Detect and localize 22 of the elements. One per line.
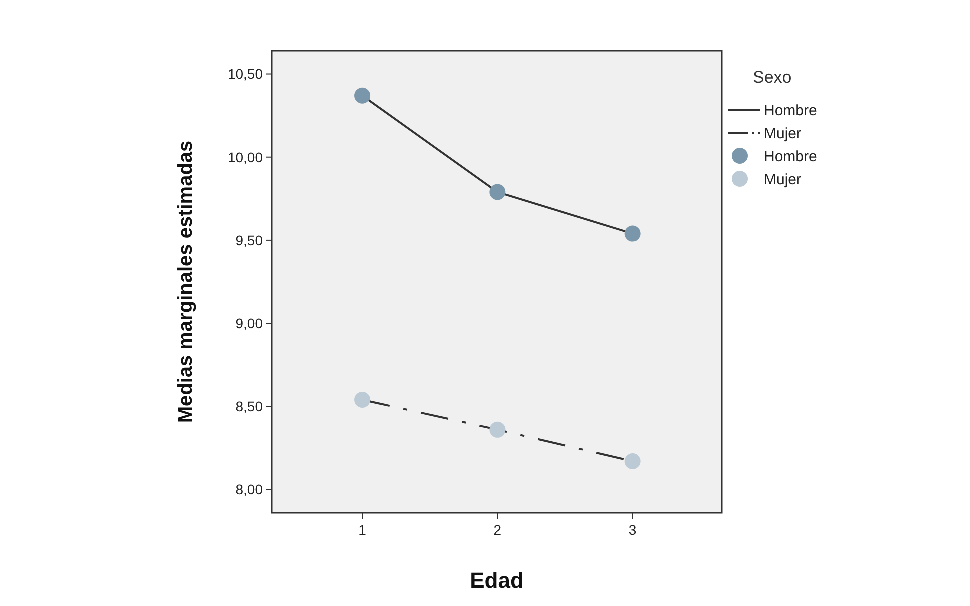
x-tick-label: 3 [628, 522, 637, 538]
x-tick-label: 2 [494, 522, 502, 538]
y-tick-label: 10,00 [228, 149, 264, 166]
point [490, 422, 506, 438]
y-tick-label: 10,50 [228, 66, 264, 82]
point [354, 392, 371, 408]
legend-label: Mujer [764, 125, 802, 142]
legend-title: Sexo [753, 68, 792, 87]
point [624, 226, 641, 242]
legend-label: Hombre [764, 102, 818, 120]
point [624, 453, 641, 470]
x-axis-title: Edad [470, 568, 524, 593]
y-axis-title: Medias marginales estimadas [175, 140, 197, 424]
y-tick-label: 9,50 [236, 232, 264, 248]
point [490, 184, 506, 200]
x-tick-label: 1 [358, 522, 367, 538]
y-tick-label: 9,00 [236, 315, 264, 332]
point [354, 88, 371, 104]
legend-label: Mujer [764, 171, 802, 188]
y-tick-label: 8,00 [236, 482, 264, 498]
legend-label: Hombre [764, 148, 818, 166]
y-tick-label: 8,50 [236, 398, 264, 415]
